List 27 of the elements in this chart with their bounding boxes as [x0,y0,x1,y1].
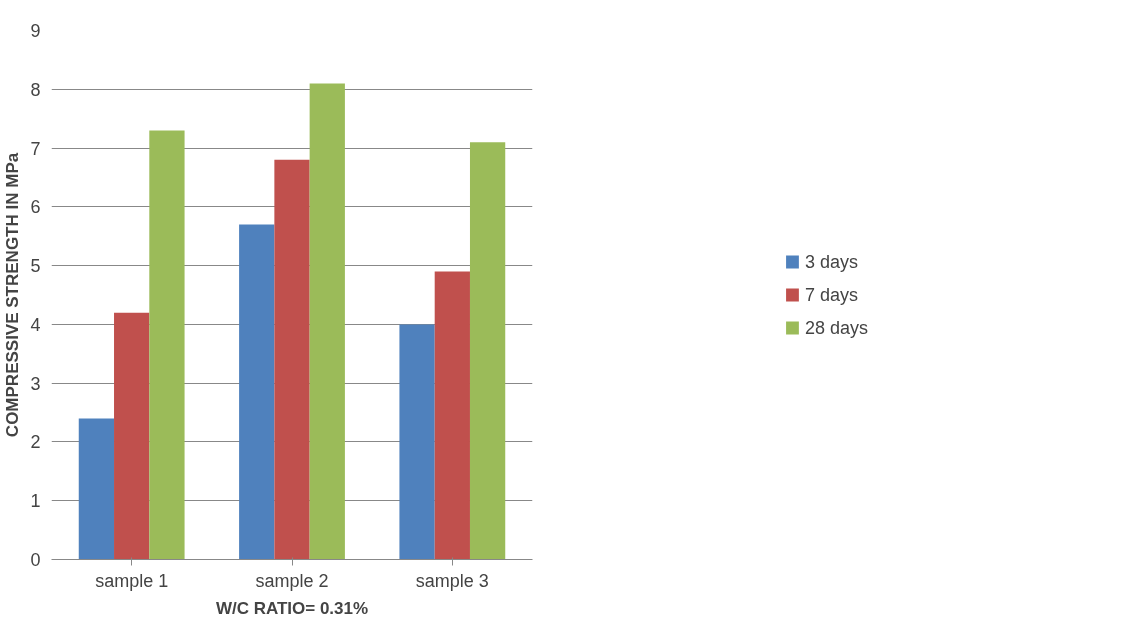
y-tick-label: 6 [30,197,41,218]
y-tick-label: 4 [30,314,41,335]
y-axis-title: COMPRESSIVE STRENGTH IN MPa [3,152,23,438]
y-tick-label: 5 [30,256,41,277]
y-tick-label: 7 [30,138,41,159]
bar [434,271,470,560]
x-tick-label: sample 3 [415,570,489,591]
legend-label: 7 days [804,284,859,305]
y-tick-label: 2 [30,432,41,453]
y-tick-label: 3 [30,373,41,394]
y-tick-label: 0 [30,550,41,570]
legend-label: 3 days [804,251,859,272]
y-tick-label: 1 [30,491,41,512]
x-tick-label: sample 2 [255,570,329,591]
legend-label: 28 days [804,317,869,338]
bar [469,142,506,560]
x-tick-label: sample 1 [95,570,169,591]
y-tick-label: 8 [30,79,41,100]
bar [78,418,115,560]
bar [399,324,435,560]
bar [239,224,275,560]
bar [114,312,150,560]
y-tick-label: 9 [30,21,41,41]
x-axis-title: W/C RATIO= 0.31% [215,598,369,618]
bar [149,130,185,560]
bar [309,83,345,560]
bar [274,159,310,560]
